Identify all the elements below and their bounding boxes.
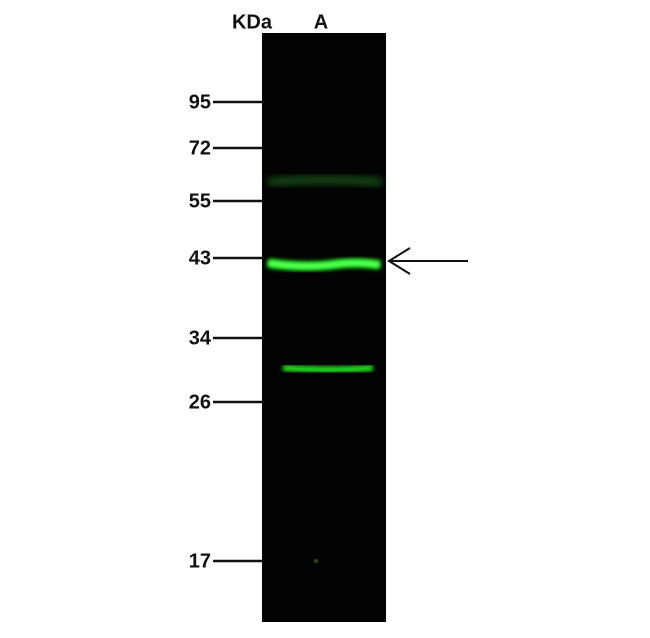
blot-membrane (262, 33, 386, 622)
band-arrow (387, 247, 468, 275)
marker-ladder: 95 72 55 43 34 26 17 (189, 91, 262, 572)
faint-band (267, 177, 383, 185)
marker-label: 34 (189, 327, 212, 349)
unit-label: KDa (232, 11, 273, 33)
marker-label: 95 (189, 91, 211, 113)
marker-label: 26 (189, 391, 211, 413)
marker-label: 72 (189, 137, 211, 159)
marker-label: 43 (189, 247, 211, 269)
main-band-core (267, 261, 381, 268)
marker-label: 55 (189, 190, 211, 212)
marker-label: 17 (189, 550, 211, 572)
speck (314, 559, 318, 563)
lane-label: A (314, 11, 328, 33)
lower-band (282, 365, 374, 373)
